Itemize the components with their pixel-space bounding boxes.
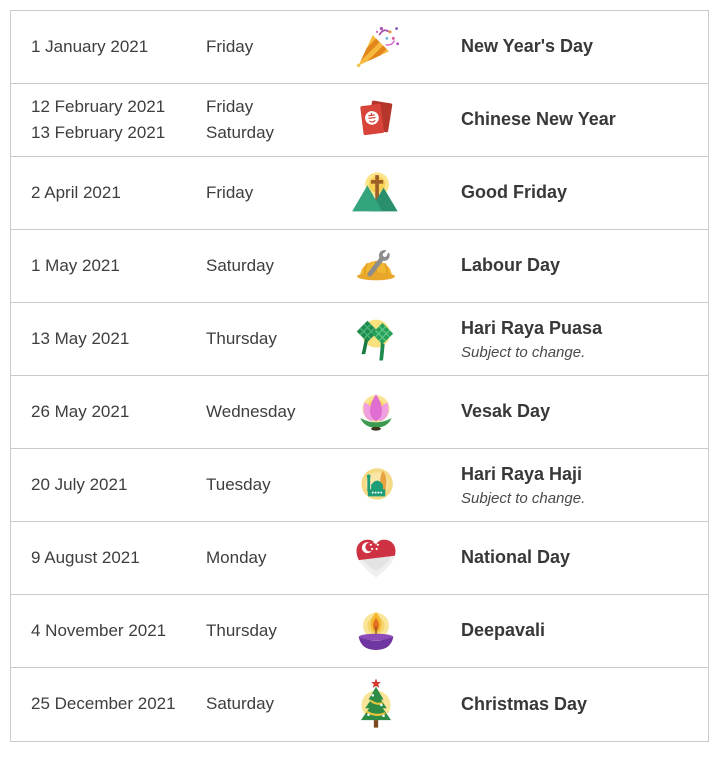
day-cell: Saturday [206, 255, 275, 275]
name-cell: Vesak Day [426, 400, 708, 423]
christmas-tree-icon [350, 677, 402, 733]
holiday-name: Chinese New Year [461, 109, 616, 130]
ketupat-icon [350, 311, 402, 367]
icon-cell [326, 677, 426, 733]
red-envelopes-icon [350, 94, 402, 146]
table-row: 25 December 2021 Saturday Christmas Day [11, 668, 708, 741]
day-cell: Thursday [206, 328, 277, 348]
holiday-name: Hari Raya Haji [461, 464, 583, 485]
holiday-name: Labour Day [461, 255, 561, 276]
name-cell: Good Friday [426, 181, 708, 204]
cross-mountains-icon [350, 167, 402, 219]
name-cell: Deepavali [426, 619, 708, 642]
icon-cell [326, 311, 426, 367]
icon-cell [326, 532, 426, 584]
date-cell: 12 February 2021 13 February 2021 [31, 96, 166, 142]
date-cell: 13 May 2021 [31, 328, 130, 348]
date-cell: 26 May 2021 [31, 401, 130, 421]
name-cell: Labour Day [426, 254, 708, 277]
day-cell: Friday [206, 36, 254, 56]
icon-cell [326, 386, 426, 438]
date-cell: 9 August 2021 [31, 547, 140, 567]
name-cell: Chinese New Year [426, 108, 708, 131]
table-row: 13 May 2021 Thursday Hari Raya Puasa Sub… [11, 303, 708, 376]
icon-cell [326, 240, 426, 292]
holiday-name: Christmas Day [461, 693, 588, 714]
table-row: 9 August 2021 Monday National Day [11, 522, 708, 595]
icon-cell [326, 459, 426, 511]
day-cell: Monday [206, 547, 267, 567]
day-cell: Thursday [206, 620, 277, 640]
holiday-name: Good Friday [461, 182, 568, 203]
hard-hat-wrench-icon [350, 240, 402, 292]
table-row: 26 May 2021 Wednesday Vesak Day [11, 376, 708, 449]
holiday-table: 1 January 2021 Friday New Year's Day 12 … [10, 10, 709, 742]
diya-lamp-icon [350, 605, 402, 657]
holiday-name: Vesak Day [461, 401, 551, 422]
day-cell: Tuesday [206, 474, 271, 494]
singapore-heart-icon [349, 532, 403, 584]
day-cell: Wednesday [206, 401, 296, 421]
date-cell: 1 May 2021 [31, 255, 120, 275]
table-row: 12 February 2021 13 February 2021 Friday… [11, 84, 708, 157]
day-cell: Friday [206, 182, 254, 202]
icon-cell [326, 605, 426, 657]
table-row: 20 July 2021 Tuesday Hari Raya Haji Subj… [11, 449, 708, 522]
holiday-note: Subject to change. [461, 343, 586, 361]
name-cell: Hari Raya Haji Subject to change. [426, 463, 708, 506]
date-cell: 1 January 2021 [31, 36, 149, 56]
party-popper-icon [350, 21, 402, 73]
date-cell: 4 November 2021 [31, 620, 167, 640]
date-cell: 2 April 2021 [31, 182, 121, 202]
table-row: 1 May 2021 Saturday Labour Day [11, 230, 708, 303]
holiday-name: National Day [461, 547, 571, 568]
day-cell: Friday Saturday [206, 96, 275, 142]
mosque-crescent-icon [350, 459, 402, 511]
date-cell: 20 July 2021 [31, 474, 128, 494]
holiday-name: Hari Raya Puasa [461, 318, 603, 339]
day-cell: Saturday [206, 694, 275, 714]
table-row: 2 April 2021 Friday Good Friday [11, 157, 708, 230]
table-row: 4 November 2021 Thursday Deepavali [11, 595, 708, 668]
lotus-icon [350, 386, 402, 438]
icon-cell [326, 21, 426, 73]
holiday-note: Subject to change. [461, 489, 586, 507]
icon-cell [326, 94, 426, 146]
holiday-name: New Year's Day [461, 36, 594, 57]
holiday-name: Deepavali [461, 620, 546, 641]
name-cell: Hari Raya Puasa Subject to change. [426, 317, 708, 360]
name-cell: Christmas Day [426, 693, 708, 716]
name-cell: National Day [426, 546, 708, 569]
name-cell: New Year's Day [426, 35, 708, 58]
table-row: 1 January 2021 Friday New Year's Day [11, 11, 708, 84]
icon-cell [326, 167, 426, 219]
date-cell: 25 December 2021 [31, 694, 176, 714]
